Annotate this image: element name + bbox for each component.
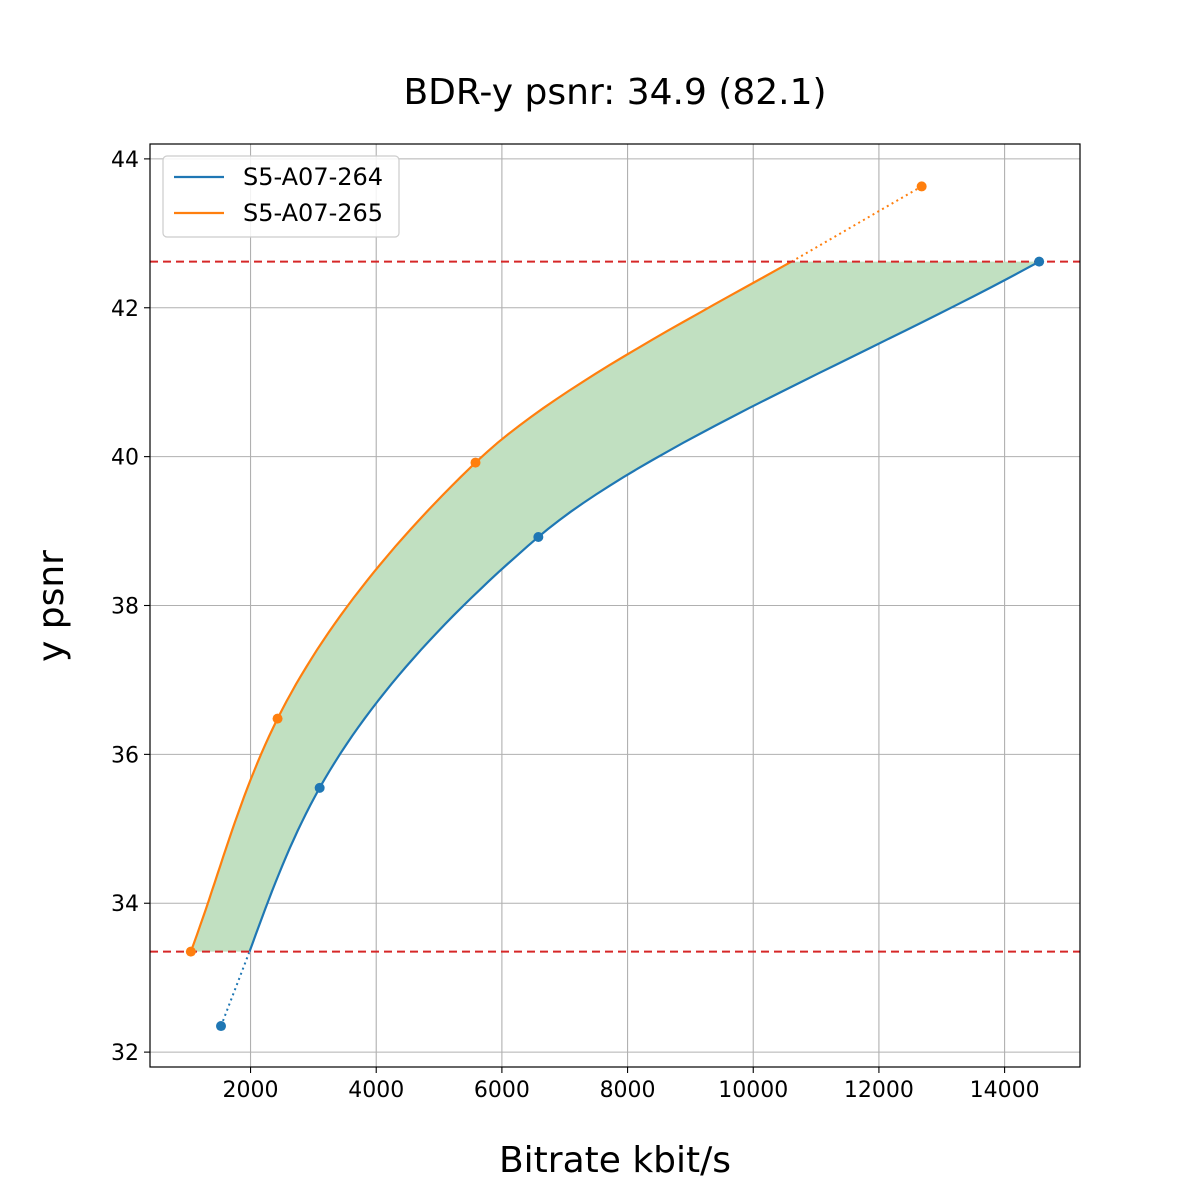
x-tick-label: 12000 — [844, 1078, 914, 1103]
y-tick-label: 42 — [111, 297, 139, 322]
data-point — [916, 181, 927, 192]
data-points — [185, 181, 1045, 1032]
series-line — [248, 260, 1040, 952]
data-point — [272, 713, 283, 724]
x-tick-label: 14000 — [970, 1078, 1040, 1103]
y-tick-label: 32 — [111, 1041, 139, 1066]
x-tick-label: 10000 — [718, 1078, 788, 1103]
y-tick-label: 40 — [111, 446, 139, 471]
y-tick-label: 36 — [111, 743, 139, 768]
legend: S5-A07-264 S5-A07-265 — [162, 155, 400, 238]
series-extrapolation — [220, 951, 251, 1027]
series-extrapolation — [791, 185, 923, 263]
legend-label: S5-A07-264 — [243, 163, 383, 191]
x-tick-label: 6000 — [474, 1078, 530, 1103]
legend-label: S5-A07-265 — [243, 199, 383, 227]
data-point — [216, 1021, 227, 1032]
y-axis-label: y psnr — [31, 550, 72, 662]
data-point — [314, 782, 325, 793]
y-tick-label: 34 — [111, 892, 139, 917]
bd-rate-fill-region — [190, 261, 1040, 952]
data-point — [1034, 256, 1045, 267]
reference-lines — [150, 260, 1080, 953]
filled-area — [190, 261, 1040, 952]
data-point — [533, 532, 544, 543]
x-tick-label: 4000 — [348, 1078, 404, 1103]
y-tick-label: 44 — [111, 148, 139, 173]
curves — [189, 185, 1040, 1027]
chart-title: BDR-y psnr: 34.9 (82.1) — [403, 72, 826, 113]
x-tick-label: 8000 — [600, 1078, 656, 1103]
series-line — [189, 260, 793, 952]
x-tick-label: 2000 — [223, 1078, 279, 1103]
y-tick-label: 38 — [111, 595, 139, 620]
x-axis-label: Bitrate kbit/s — [499, 1140, 731, 1181]
axis-ticks: 2000 4000 6000 8000 10000 12000 14000 32 34 36 38 4… — [111, 148, 1040, 1103]
data-point — [470, 457, 481, 468]
data-point — [185, 946, 196, 957]
